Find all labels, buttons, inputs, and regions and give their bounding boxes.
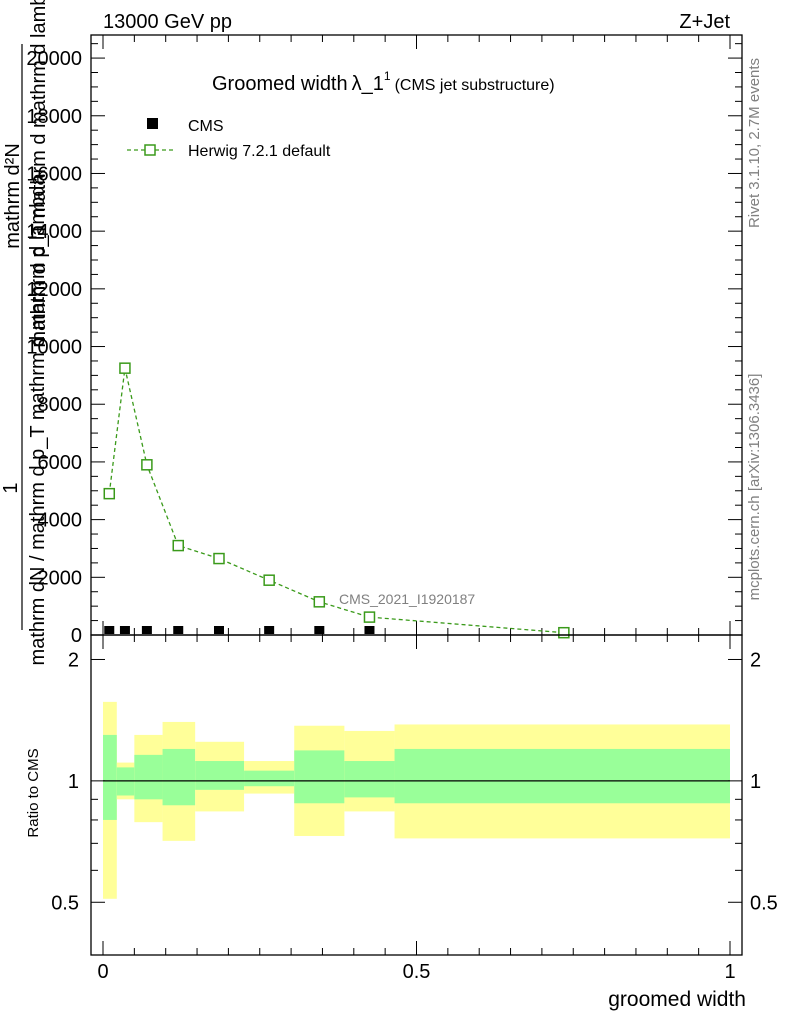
herwig-point xyxy=(313,596,326,608)
ratio-band-inner xyxy=(134,754,163,800)
ratio-ylabel: Ratio to CMS xyxy=(25,748,42,837)
ylabel-denominator: mathrm d p_T mathrm d mathrm d lambda xyxy=(28,0,50,348)
main-ytick-labels: 0 2000 4000 6000 8000 10000 12000 14000 16000 180… xyxy=(26,48,82,647)
ratio-ytick-labels: 0.5 0.5 1 1 2 2 xyxy=(51,649,778,914)
process-label: Z+Jet xyxy=(679,11,730,33)
ylabel-main: mathrm dN / mathrm d p_T mathrm d mathrm… xyxy=(27,174,49,666)
main-ytick-label: 14000 xyxy=(26,221,82,243)
main-ylabel: mathrm d²N mathrm d p_T mathrm d mathrm … xyxy=(0,0,50,665)
title-main: Groomed width xyxy=(212,73,348,95)
legend-herwig-marker xyxy=(144,144,156,156)
ratio-ytick-label: 2 xyxy=(68,649,79,671)
legend-cms-marker xyxy=(147,118,158,129)
main-series xyxy=(103,362,570,639)
ratio-band-inner xyxy=(344,761,395,798)
herwig-point xyxy=(119,362,131,374)
xtick-label: 0 xyxy=(97,961,108,983)
main-ytick-label: 2000 xyxy=(38,567,83,589)
title-superscript: 1 xyxy=(384,69,391,83)
ratio-ytick-label: 1 xyxy=(68,771,79,793)
herwig-point xyxy=(263,574,275,586)
ratio-ticks xyxy=(91,635,742,955)
herwig-point xyxy=(172,539,184,552)
ratio-ytick-label: 0.5 xyxy=(51,892,79,914)
ratio-band-inner xyxy=(195,761,245,790)
main-ticks xyxy=(91,35,742,636)
xlabel: groomed width xyxy=(608,988,746,1011)
cms-point xyxy=(141,626,152,634)
ratio-band-inner xyxy=(294,750,345,804)
cms-point xyxy=(119,626,130,634)
ratio-band-inner xyxy=(103,734,117,820)
title-suffix: (CMS jet substructure) xyxy=(395,77,555,94)
legend: CMS Herwig 7.2.1 default xyxy=(127,118,331,160)
ratio-band-inner xyxy=(244,770,295,787)
herwig-line xyxy=(108,368,564,634)
herwig-point xyxy=(103,487,116,500)
analysis-watermark: CMS_2021_I1920187 xyxy=(339,591,475,607)
ratio-bands xyxy=(103,701,730,899)
ratio-ytick-label-right: 1 xyxy=(750,771,761,793)
main-ytick-label: 20000 xyxy=(26,48,82,70)
cms-point xyxy=(314,626,325,634)
xtick-label: 1 xyxy=(724,961,735,983)
cms-point xyxy=(213,626,224,634)
herwig-point xyxy=(213,552,225,565)
ratio-band-inner xyxy=(162,748,196,806)
main-ytick-label: 6000 xyxy=(38,452,83,474)
herwig-point xyxy=(363,611,376,623)
cms-point xyxy=(264,626,275,634)
xtick-label: 0.5 xyxy=(403,961,431,983)
xtick-labels: 0 0.5 1 xyxy=(97,961,735,983)
cms-point xyxy=(173,626,184,634)
ratio-ytick-label-right: 2 xyxy=(750,649,761,671)
main-ytick-label: 12000 xyxy=(26,279,82,301)
title-lambda: λ_1 xyxy=(352,73,384,95)
cms-point xyxy=(364,626,375,634)
ylabel-numerator: mathrm d²N xyxy=(2,143,24,249)
rivet-label: Rivet 3.1.10, 2.7M events xyxy=(746,58,763,228)
legend-herwig-label: Herwig 7.2.1 default xyxy=(188,143,331,160)
main-ytick-label: 16000 xyxy=(26,163,82,185)
mcplots-label: mcplots.cern.ch [arXiv:1306.3436] xyxy=(746,374,763,601)
main-ytick-label: 18000 xyxy=(26,106,82,128)
herwig-point xyxy=(558,626,570,639)
cms-point xyxy=(104,626,115,634)
ratio-frame xyxy=(90,634,743,956)
energy-label: 13000 GeV pp xyxy=(103,11,232,33)
main-ytick-label: 10000 xyxy=(26,337,82,359)
legend-cms-label: CMS xyxy=(188,118,224,135)
main-ytick-label: 0 xyxy=(71,625,82,647)
main-ytick-label: 4000 xyxy=(38,510,83,532)
ratio-ytick-label-right: 0.5 xyxy=(750,892,778,914)
herwig-point xyxy=(141,459,153,471)
ratio-band-inner xyxy=(394,748,730,804)
main-ytick-label: 8000 xyxy=(38,394,83,416)
ylabel-prefix: 1 xyxy=(0,482,22,493)
plot-title: Groomed width λ_11 (CMS jet substructure) xyxy=(212,69,555,95)
